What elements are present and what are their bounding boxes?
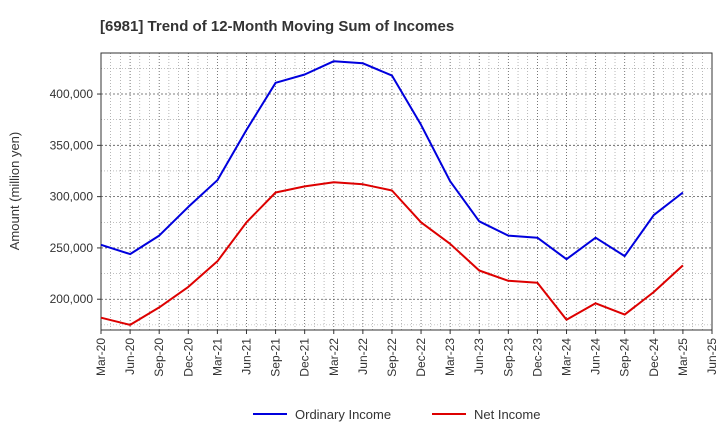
x-tick-label: Jun-25: [705, 338, 719, 375]
x-tick-label: Jun-20: [123, 338, 137, 375]
x-tick-label: Dec-24: [647, 338, 661, 377]
y-axis-label: Amount (million yen): [7, 132, 22, 251]
grid-layer: [100, 53, 713, 330]
x-tick-label: Jun-21: [239, 338, 253, 375]
series-layer: [100, 60, 684, 326]
x-tick-label: Mar-24: [560, 338, 574, 376]
x-tick-label: Mar-23: [443, 338, 457, 376]
x-tick-label: Sep-20: [152, 338, 166, 377]
chart-title: [6981] Trend of 12-Month Moving Sum of I…: [100, 18, 454, 35]
legend-label-net-income: Net Income: [474, 407, 540, 422]
legend: Ordinary Income Net Income: [253, 407, 540, 422]
y-tick-label: 250,000: [50, 241, 94, 255]
x-tick-label: Mar-22: [327, 338, 341, 376]
y-tick-label: 300,000: [50, 190, 94, 204]
plot-frame: [100, 52, 713, 331]
x-tick-label: Sep-23: [501, 338, 515, 377]
x-tick-label: Dec-20: [181, 338, 195, 377]
x-tick-label: Dec-21: [298, 338, 312, 377]
y-tick-label: 400,000: [50, 87, 94, 101]
x-tick-label: Dec-23: [530, 338, 544, 377]
x-tick-label: Jun-22: [356, 338, 370, 375]
x-tick-label: Sep-21: [269, 338, 283, 377]
x-tick-label: Jun-23: [472, 338, 486, 375]
x-tick-label: Mar-20: [94, 338, 108, 376]
x-tick-label: Sep-22: [385, 338, 399, 377]
y-tick-label: 200,000: [50, 292, 94, 306]
x-tick-label: Mar-21: [210, 338, 224, 376]
x-tick-label: Dec-22: [414, 338, 428, 377]
ordinary-income-line: [100, 60, 684, 261]
x-tick-label: Mar-25: [676, 338, 690, 376]
net-income-line: [100, 181, 684, 326]
legend-label-ordinary-income: Ordinary Income: [295, 407, 391, 422]
x-tick-label: Sep-24: [618, 338, 632, 377]
x-tick-label: Jun-24: [589, 338, 603, 375]
axis-layer: 200,000 250,000 300,000 350,000 400,000 Mar-2…: [50, 52, 719, 377]
y-tick-label: 350,000: [50, 138, 94, 152]
